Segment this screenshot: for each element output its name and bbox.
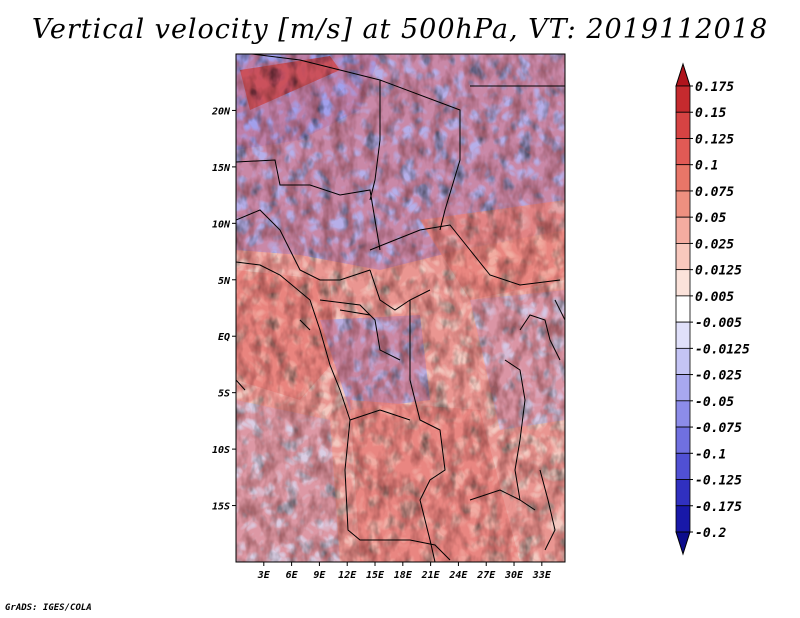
colorbar-swatch: [675, 321, 691, 349]
latitude-axis: 20N 15N 10N 5N EQ 5S 10S 15S: [211, 106, 236, 513]
country-borders: [236, 54, 565, 562]
colorbar-label: -0.025: [695, 369, 742, 384]
lon-tick-label: 24E: [448, 570, 468, 581]
colorbar-swatch: [675, 243, 691, 271]
lon-tick-label: 9E: [313, 570, 326, 581]
colorbar-swatch: [675, 138, 691, 166]
colorbar-label: 0.125: [695, 132, 734, 147]
lon-tick-label: 12E: [338, 570, 357, 581]
lon-tick-label: 15E: [366, 570, 385, 581]
colorbar-label: -0.05: [695, 395, 734, 410]
chart-title: Vertical velocity [m/s] at 500hPa, VT: 2…: [31, 14, 769, 45]
lat-tick-label: 20N: [211, 106, 231, 117]
lon-tick-label: 3E: [257, 570, 271, 581]
lat-tick-label: 10S: [212, 445, 230, 456]
lat-tick-label: 10N: [212, 219, 231, 230]
lat-tick-label: 15N: [212, 163, 231, 174]
lon-tick-label: 6E: [286, 570, 299, 581]
colorbar-label: 0.025: [695, 237, 734, 252]
lat-tick-label: 5S: [218, 389, 230, 400]
colorbar-label: -0.005: [695, 316, 742, 331]
colorbar-swatch: [675, 347, 691, 375]
lat-tick-label: 15S: [212, 502, 230, 513]
colorbar-label: -0.1: [695, 447, 726, 462]
colorbar-swatch: [675, 111, 691, 139]
colorbar-arrow-top: [675, 62, 691, 87]
lon-tick-label: 21E: [421, 570, 441, 581]
colorbar-label: 0.15: [695, 106, 726, 121]
colorbar-label: 0.1: [695, 159, 718, 174]
colorbar-label: 0.175: [695, 80, 734, 95]
colorbar-swatch: [675, 452, 691, 480]
colorbar-label: -0.125: [695, 474, 742, 489]
colorbar-swatch: [675, 85, 691, 113]
lon-tick-label: 18E: [394, 570, 413, 581]
velocity-field: [236, 54, 565, 562]
map-frame: [235, 53, 566, 563]
lon-tick-label: 33E: [532, 570, 552, 581]
colorbar-swatch: [675, 190, 691, 218]
lon-tick-label: 27E: [476, 570, 496, 581]
colorbar-swatch: [675, 479, 691, 507]
colorbar-swatch: [675, 426, 691, 454]
colorbar-label: 0.0125: [695, 264, 742, 279]
colorbar-label: -0.0125: [695, 342, 750, 357]
colorbar-swatch: [675, 505, 691, 533]
colorbar-label: 0.05: [695, 211, 726, 226]
colorbar: 0.175 0.15 0.125 0.1 0.075 0.05 0.025 0.0125 0.0…: [675, 62, 750, 556]
colorbar-label: -0.175: [695, 500, 742, 515]
lon-tick-label: 30E: [504, 570, 524, 581]
colorbar-swatch: [675, 295, 691, 323]
colorbar-arrow-bottom: [675, 531, 691, 556]
colorbar-label: -0.2: [695, 526, 726, 541]
colorbar-swatch: [675, 400, 691, 428]
colorbar-label: 0.075: [695, 185, 734, 200]
colorbar-swatch: [675, 164, 691, 192]
lat-tick-label: EQ: [218, 332, 230, 343]
credit-text: GrADS: IGES/COLA: [5, 603, 92, 613]
colorbar-swatch: [675, 269, 691, 297]
colorbar-swatch: [675, 374, 691, 402]
colorbar-label: -0.075: [695, 421, 742, 436]
lat-tick-label: 5N: [218, 276, 231, 287]
colorbar-label: 0.005: [695, 290, 734, 305]
longitude-axis: 3E 6E 9E 12E 15E 18E 21E 24E 27E 30E 33E: [257, 562, 552, 581]
colorbar-swatch: [675, 216, 691, 244]
